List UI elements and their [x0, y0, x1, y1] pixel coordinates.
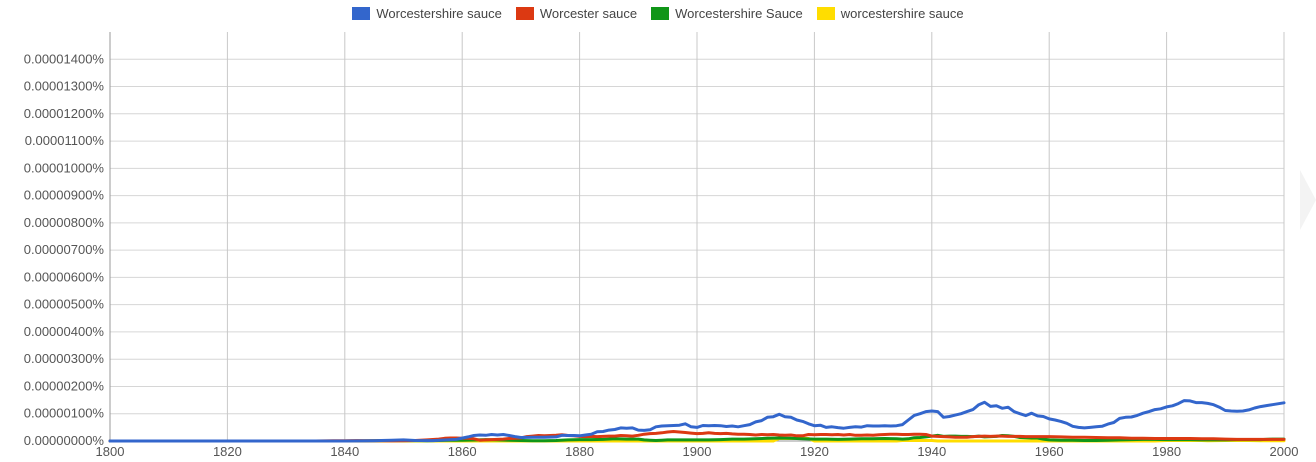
x-tick-label: 1820	[213, 444, 242, 459]
chart-legend: Worcestershire sauce Worcester sauce Worce…	[0, 6, 1316, 21]
legend-swatch	[816, 7, 835, 20]
y-tick-label: 0.00000800%	[24, 215, 105, 230]
y-tick-label: 0.00000100%	[24, 406, 105, 421]
legend-item: Worcestershire Sauce	[651, 6, 803, 21]
y-tick-label: 0.00000400%	[24, 324, 105, 339]
y-tick-label: 0.00000900%	[24, 188, 105, 203]
x-tick-label: 1920	[800, 444, 829, 459]
y-tick-label: 0.00001400%	[24, 51, 105, 66]
y-tick-label: 0.00001100%	[25, 133, 105, 148]
legend-item: worcestershire sauce	[816, 6, 964, 21]
series-line	[108, 430, 1286, 443]
x-tick-label: 1880	[565, 444, 594, 459]
legend-label: Worcestershire sauce	[376, 6, 502, 21]
x-tick-label: 2000	[1270, 444, 1299, 459]
y-tick-label: 0.00001200%	[24, 106, 105, 121]
legend-item: Worcestershire sauce	[352, 6, 502, 21]
y-tick-label: 0.00000200%	[24, 378, 105, 393]
x-tick-label: 1960	[1035, 444, 1064, 459]
legend-label: worcestershire sauce	[840, 6, 964, 21]
legend-label: Worcestershire Sauce	[675, 6, 803, 21]
y-tick-label: 0.00000500%	[24, 297, 105, 312]
x-tick-label: 1980	[1152, 444, 1181, 459]
x-tick-label: 1900	[683, 444, 712, 459]
series-line	[108, 399, 1286, 443]
next-arrow-icon[interactable]	[1300, 170, 1316, 230]
y-tick-label: 0.00000300%	[24, 351, 105, 366]
y-tick-label: 0.00000700%	[24, 242, 105, 257]
legend-swatch	[352, 7, 371, 20]
legend-label: Worcester sauce	[539, 6, 638, 21]
legend-swatch	[515, 7, 534, 20]
y-tick-label: 0.00001000%	[24, 160, 105, 175]
legend-swatch	[651, 7, 670, 20]
y-tick-label: 0.00000600%	[24, 269, 105, 284]
x-tick-label: 1940	[917, 444, 946, 459]
x-tick-label: 1840	[330, 444, 359, 459]
y-tick-label: 0.00000000%	[24, 433, 105, 448]
y-tick-label: 0.00001300%	[24, 79, 105, 94]
x-tick-label: 1800	[96, 444, 125, 459]
legend-item: Worcester sauce	[515, 6, 638, 21]
series-line	[108, 433, 1286, 443]
x-tick-label: 1860	[448, 444, 477, 459]
